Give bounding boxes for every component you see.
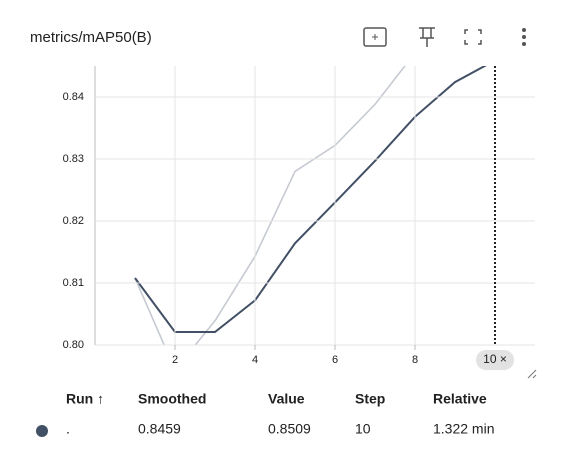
cursor-label-bg (476, 350, 514, 370)
table-header: Value (268, 391, 305, 407)
fit-icon (372, 34, 378, 40)
run-color-dot (36, 425, 48, 437)
table-cell: 0.8509 (268, 421, 311, 437)
x-tick-label: 6 (332, 354, 338, 366)
y-tick-label: 0.80 (63, 339, 84, 351)
toolbar (363, 27, 526, 47)
cursor-label: 10 × (483, 352, 507, 366)
table-header: Smoothed (138, 391, 206, 407)
y-tick-label: 0.82 (63, 215, 84, 227)
x-tick-label: 8 (412, 354, 418, 366)
table-cell: 10 (355, 421, 371, 437)
table-header: Run ↑ (66, 391, 104, 407)
table-header: Step (355, 391, 385, 407)
chart-title: metrics/mAP50(B) (30, 29, 152, 46)
table-header: Relative (433, 391, 487, 407)
resize-handle[interactable] (527, 369, 537, 379)
y-tick-label: 0.83 (63, 153, 84, 165)
table-cell: 0.8459 (138, 421, 181, 437)
table-cell: . (66, 421, 70, 437)
series-line (134, 66, 487, 333)
y-tick-label: 0.84 (63, 91, 84, 103)
x-tick-label: 4 (252, 354, 258, 366)
x-tick-label: 2 (172, 354, 178, 366)
pin-button[interactable] (419, 27, 435, 47)
series-line (134, 66, 406, 345)
fit-button[interactable] (363, 27, 387, 47)
table-cell: 1.322 min (433, 421, 494, 437)
fullscreen-button[interactable] (464, 29, 482, 45)
menu-button[interactable] (522, 28, 526, 46)
y-tick-label: 0.81 (63, 277, 84, 289)
